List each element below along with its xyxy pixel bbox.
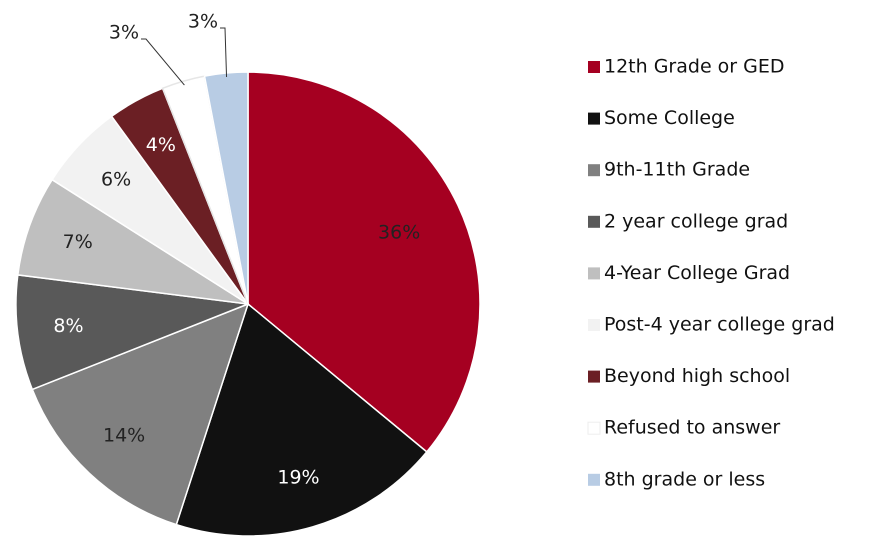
legend-label: Refused to answer bbox=[604, 417, 780, 439]
legend-label: Post-4 year college grad bbox=[604, 314, 835, 336]
legend-swatch bbox=[587, 421, 601, 435]
data-label: 3% bbox=[109, 22, 139, 44]
data-label: 8% bbox=[53, 315, 83, 337]
data-label: 3% bbox=[188, 11, 218, 33]
legend-label: 12th Grade or GED bbox=[604, 56, 785, 78]
legend-label: 4-Year College Grad bbox=[604, 262, 790, 284]
data-label: 6% bbox=[101, 169, 131, 191]
legend-swatch bbox=[588, 61, 600, 73]
legend-label: 8th grade or less bbox=[604, 468, 765, 490]
pie-slice bbox=[175, 302, 428, 537]
legend-swatch bbox=[588, 319, 600, 331]
legend-swatch bbox=[588, 215, 600, 228]
data-label: 14% bbox=[103, 424, 145, 446]
data-label: 4% bbox=[146, 134, 176, 156]
pie-slice bbox=[15, 274, 249, 391]
legend-label: Beyond high school bbox=[604, 365, 790, 387]
data-label: 19% bbox=[277, 466, 319, 488]
legend-swatch bbox=[588, 473, 600, 486]
leader-line bbox=[220, 27, 228, 78]
pie-slice bbox=[247, 71, 481, 453]
legend-label: 2 year college grad bbox=[604, 210, 788, 232]
data-label: 7% bbox=[63, 231, 93, 253]
legend-label: 9th-11th Grade bbox=[604, 159, 750, 181]
legend-swatch bbox=[588, 164, 600, 177]
legend-swatch bbox=[588, 112, 600, 125]
data-label: 36% bbox=[378, 221, 420, 243]
legend-label: Some College bbox=[604, 107, 735, 129]
leader-line bbox=[141, 38, 185, 86]
pie-slice bbox=[16, 178, 249, 305]
pie-slice bbox=[31, 302, 250, 526]
legend-swatch bbox=[588, 267, 600, 280]
legend-swatch bbox=[588, 370, 600, 383]
